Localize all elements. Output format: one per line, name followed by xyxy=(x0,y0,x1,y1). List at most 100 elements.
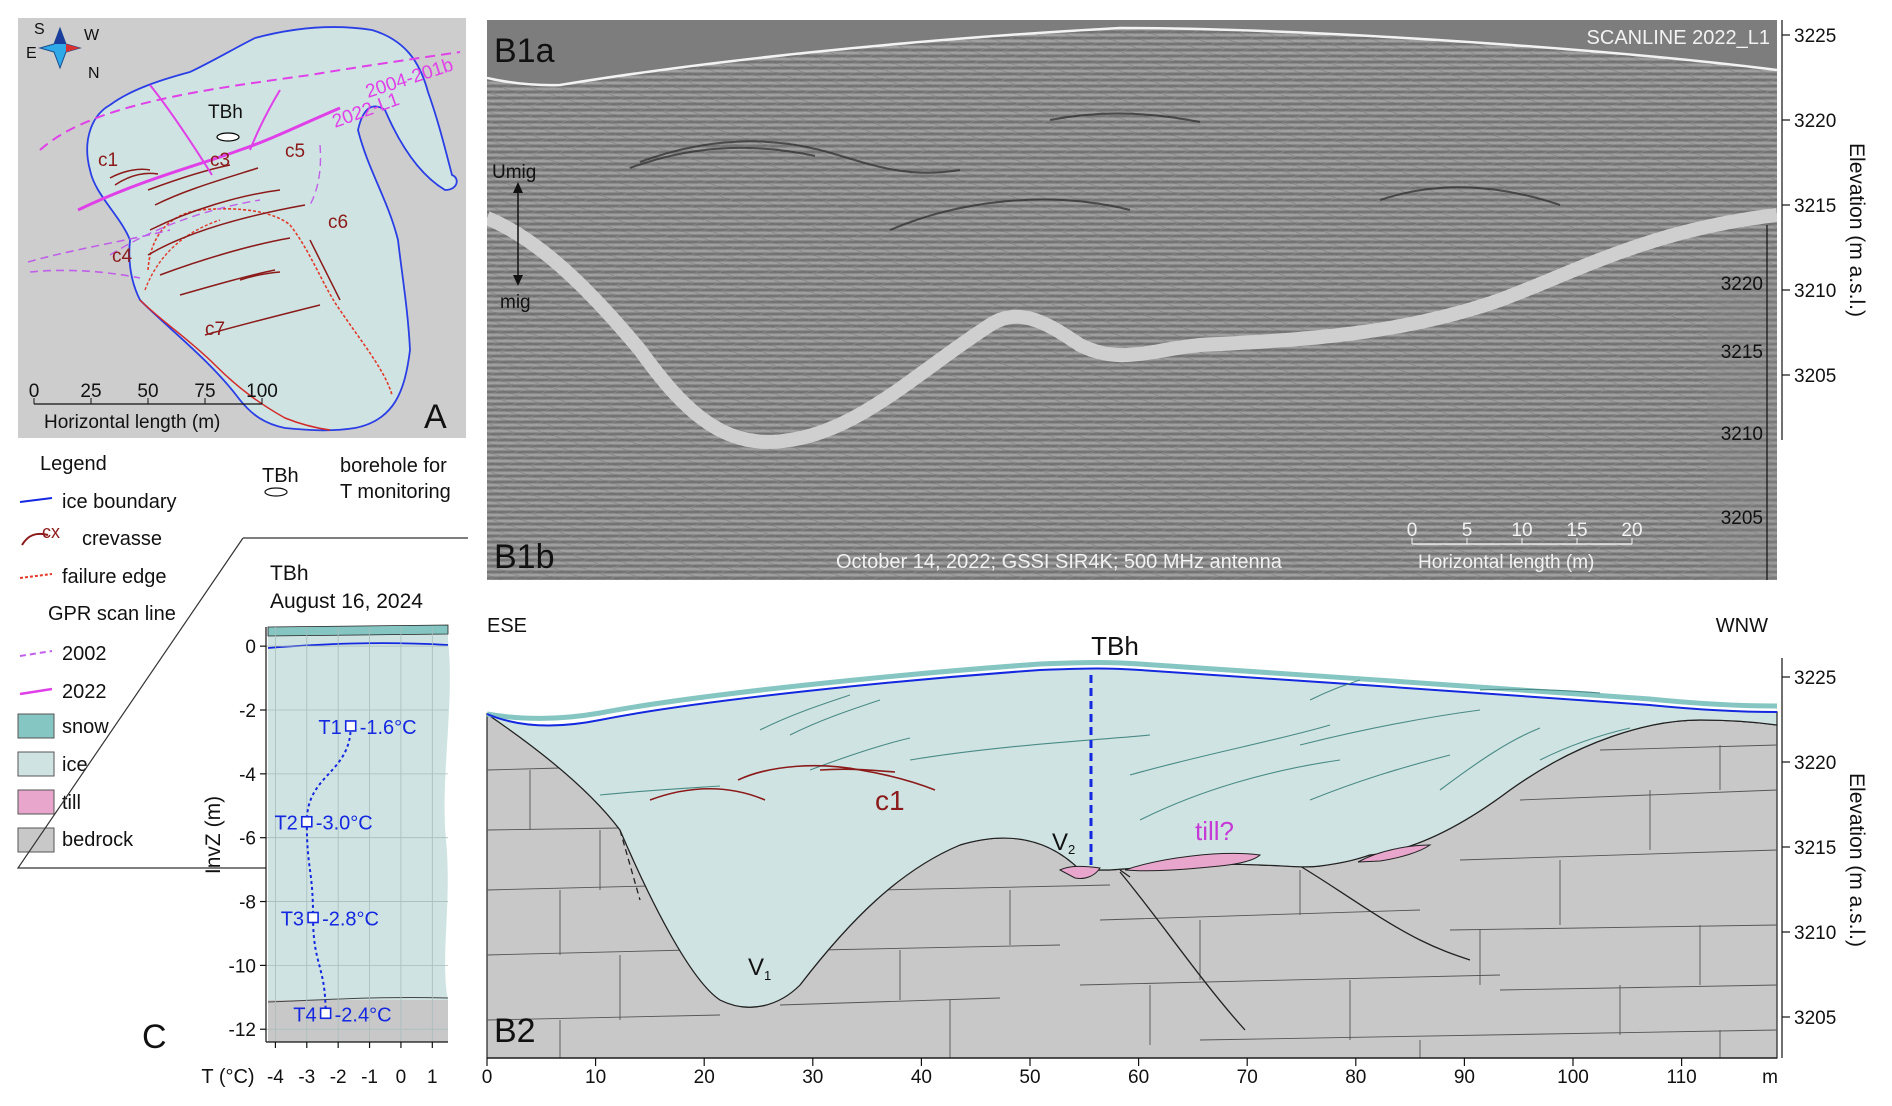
profile-y-ticks: 3225 3220 3215 3210 3205 xyxy=(1782,668,1836,1029)
temp-grid xyxy=(266,627,448,1042)
map-scale-bar xyxy=(33,398,263,405)
temp-y-tick-label: -4 xyxy=(239,765,256,786)
gpr-right-axis-label: Elevation (m a.s.l.) xyxy=(1845,143,1868,317)
legend-crevasse: crevasse xyxy=(82,528,162,550)
gpr-inner-tick-3220: 3220 xyxy=(1721,274,1763,295)
gpr-bedrock-band xyxy=(487,208,1777,449)
panel-label-a: A xyxy=(424,398,447,436)
legend-swatch-failure-edge xyxy=(19,573,53,579)
temp-sensor-name: T2 xyxy=(274,813,297,835)
temp-y-tick-label: -6 xyxy=(239,829,256,850)
profile-y-axis-label: Elevation (m a.s.l.) xyxy=(1845,773,1868,947)
map-scale-label: Horizontal length (m) xyxy=(44,412,220,433)
gpr-panel: 3220 3215 3210 3205 B1a B1b SCANLINE 202… xyxy=(487,20,1777,580)
legend-borehole-desc-1: borehole for xyxy=(340,455,447,477)
gpr-mig-label: mig xyxy=(500,292,531,313)
profile-till-1 xyxy=(1058,865,1101,879)
profile-x-tick-label: 20 xyxy=(694,1067,715,1088)
temp-sensor-name: T1 xyxy=(318,717,341,739)
map-scale-0: 0 xyxy=(29,381,40,402)
profile-y-tick-label: 3225 xyxy=(1794,668,1836,689)
gpr-right-tick-label: 3215 xyxy=(1794,196,1836,217)
legend-crevasse-symbol: cx xyxy=(42,522,60,542)
temp-bedrock xyxy=(268,1000,448,1042)
profile-y-tick-label: 3205 xyxy=(1794,1008,1836,1029)
legend-swatch-2002 xyxy=(19,650,53,657)
profile-crevasse-label: c1 xyxy=(875,785,905,816)
legend-failure-edge: failure edge xyxy=(62,566,167,588)
map-crevasse-c3: c3 xyxy=(210,150,230,171)
gpr-inner-scale-strip xyxy=(1707,280,1777,580)
compass-w: W xyxy=(84,27,100,44)
temp-sensor-marker xyxy=(319,1007,332,1020)
legend-gpr-title: GPR scan line xyxy=(48,603,176,625)
connector-bottom xyxy=(16,537,266,869)
profile-x-unit: m xyxy=(1762,1067,1778,1088)
temp-y-axis-label: InvZ (m) xyxy=(202,796,225,874)
map-scanline-2004 xyxy=(39,51,461,151)
temp-y-tick-label: -2 xyxy=(239,701,256,722)
map-scale-50: 50 xyxy=(137,381,158,402)
profile-y-tick-label: 3220 xyxy=(1794,753,1836,774)
gpr-right-ticks: 3225 3220 3215 3210 3205 xyxy=(1782,26,1836,387)
legend-swatch-borehole xyxy=(264,487,288,497)
gpr-scale-10: 10 xyxy=(1511,520,1532,541)
gpr-scale-0: 0 xyxy=(1407,520,1418,541)
gpr-right-tick-label: 3220 xyxy=(1794,111,1836,132)
gpr-right-tick-label: 3210 xyxy=(1794,281,1836,302)
profile-y-tick-label: 3210 xyxy=(1794,923,1836,944)
compass-s: S xyxy=(34,21,45,38)
map-scale-25: 25 xyxy=(80,381,101,402)
gpr-arrow-up-icon xyxy=(513,182,523,193)
legend-ice-boundary: ice boundary xyxy=(62,491,177,513)
gpr-inner-tick-3210: 3210 xyxy=(1721,424,1763,445)
panel-label-b2: B2 xyxy=(494,1012,536,1050)
map-crevasses xyxy=(109,164,341,336)
map-scale-100: 100 xyxy=(246,381,278,402)
compass-n: N xyxy=(88,65,100,82)
temp-date: August 16, 2024 xyxy=(270,590,423,613)
map-failure-boundary xyxy=(139,299,331,431)
profile-v1-label: V xyxy=(748,954,764,981)
legend-title: Legend xyxy=(40,453,107,475)
temp-sensor-value: -1.6°C xyxy=(360,717,417,739)
map-borehole-marker xyxy=(216,132,240,142)
gpr-surface-line xyxy=(487,26,1777,87)
profile-x-tick-label: 70 xyxy=(1237,1067,1258,1088)
map-scanline-2002-4 xyxy=(309,144,322,206)
temp-x-tick-label: -1 xyxy=(361,1067,378,1088)
map-crevasse-c5: c5 xyxy=(285,141,305,162)
gpr-scale-15: 15 xyxy=(1566,520,1587,541)
temp-x-tick-label: 0 xyxy=(396,1067,407,1088)
temp-x-tick-label: 1 xyxy=(427,1067,438,1088)
profile-till-3 xyxy=(1357,844,1432,863)
gpr-air xyxy=(487,20,1777,86)
gpr-right-tick-label: 3205 xyxy=(1794,366,1836,387)
temp-x-tick-label: -3 xyxy=(298,1067,315,1088)
gpr-inner-tick-3205: 3205 xyxy=(1721,508,1763,529)
temp-ice-boundary xyxy=(267,642,449,649)
temp-y-tick-label: -8 xyxy=(239,893,256,914)
gpr-arrow-down-icon xyxy=(513,275,523,286)
profile-x-ticks: 0 10 20 30 40 50 60 70 80 90 100 110 xyxy=(482,1058,1697,1088)
gpr-scale-label: Horizontal length (m) xyxy=(1418,552,1594,573)
gpr-scale-20: 20 xyxy=(1621,520,1642,541)
profile-x-tick-label: 80 xyxy=(1345,1067,1366,1088)
temp-snow xyxy=(267,624,449,637)
profile-x-tick-label: 100 xyxy=(1557,1067,1589,1088)
profile-x-tick-label: 10 xyxy=(585,1067,606,1088)
profile-inferred-contact xyxy=(619,829,641,901)
temp-sensor-name: T3 xyxy=(281,909,304,931)
legend-bedrock: bedrock xyxy=(62,829,134,851)
map-scale-75: 75 xyxy=(194,381,215,402)
map-scanline-2002-2 xyxy=(29,269,141,279)
profile-x-tick-label: 0 xyxy=(482,1067,493,1088)
map-crevasse-c4: c4 xyxy=(112,246,133,267)
temp-panel: TBh August 16, 2024 T1 -1.6°C T2 -3.0°C T3 -2… xyxy=(142,562,450,1088)
profile-fault-1 xyxy=(1119,871,1246,1031)
profile-ice-boundary xyxy=(486,667,1778,727)
legend-swatch-ice-boundary xyxy=(19,497,53,503)
legend-swatch-crevasse xyxy=(21,532,49,546)
